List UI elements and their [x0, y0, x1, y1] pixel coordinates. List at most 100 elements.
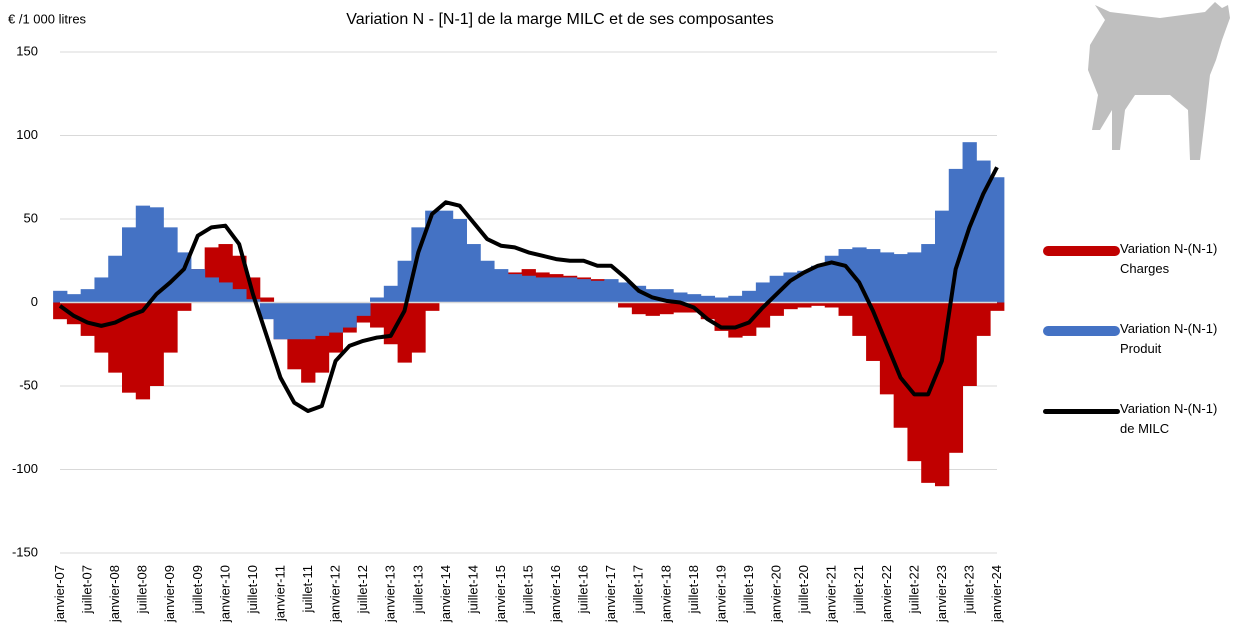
bar	[632, 303, 646, 315]
bar	[604, 279, 618, 302]
bar	[466, 244, 480, 302]
bar	[329, 303, 343, 333]
bar	[342, 303, 356, 328]
x-tick-label: janvier-09	[162, 565, 177, 623]
bar	[411, 303, 425, 353]
bar	[687, 294, 701, 302]
bar	[232, 289, 246, 302]
bar	[274, 303, 288, 340]
bar	[839, 303, 853, 316]
y-tick-label: -50	[19, 377, 38, 392]
bar	[53, 291, 67, 303]
bar	[522, 276, 536, 303]
bar	[770, 303, 784, 316]
bar	[549, 277, 563, 302]
x-tick-label: juillet-15	[521, 565, 536, 614]
x-tick-label: janvier-11	[272, 565, 287, 622]
bar	[370, 303, 384, 328]
x-tick-label: juillet-07	[80, 565, 95, 614]
bar	[728, 296, 742, 303]
bar	[108, 303, 122, 373]
bar	[108, 256, 122, 303]
x-tick-label: janvier-23	[934, 565, 949, 623]
x-tick-label: juillet-23	[961, 565, 976, 614]
x-tick-label: janvier-18	[658, 565, 673, 623]
legend-item: Variation N-(N-1) Charges	[1043, 243, 1235, 279]
bar	[494, 269, 508, 302]
bar	[205, 277, 219, 302]
bar	[480, 261, 494, 303]
bar	[894, 254, 908, 302]
bar	[218, 282, 232, 302]
bar	[742, 291, 756, 303]
bar	[81, 289, 95, 302]
bar	[907, 252, 921, 302]
x-tick-label: juillet-13	[410, 565, 425, 614]
bar	[990, 177, 1004, 302]
chart-title: Variation N - [N-1] de la marge MILC et …	[346, 11, 773, 28]
bar	[94, 277, 108, 302]
x-tick-label: janvier-20	[769, 565, 784, 623]
page: Variation N - [N-1] de la marge MILC et …	[0, 0, 1240, 644]
x-tick-label: janvier-13	[383, 565, 398, 623]
y-tick-label: 100	[16, 127, 38, 142]
x-tick-label: juillet-16	[576, 565, 591, 614]
x-tick-label: juillet-20	[796, 565, 811, 614]
bar	[880, 252, 894, 302]
bar	[301, 303, 315, 340]
bar	[191, 269, 205, 302]
bar	[287, 303, 301, 340]
bar	[67, 294, 81, 302]
bar	[136, 206, 150, 303]
x-tick-label: juillet-22	[906, 565, 921, 614]
x-tick-label: juillet-17	[631, 565, 646, 614]
x-tick-label: janvier-21	[824, 565, 839, 623]
bar	[439, 211, 453, 303]
bar	[315, 303, 329, 336]
x-tick-label: janvier-07	[52, 565, 67, 623]
bar	[659, 303, 673, 315]
bar	[508, 274, 522, 302]
y-tick-label: 0	[31, 294, 38, 309]
bar	[535, 277, 549, 302]
x-tick-label: juillet-11	[300, 565, 315, 613]
y-axis-label: € /1 000 litres	[8, 11, 87, 26]
x-tick-label: janvier-19	[713, 565, 728, 623]
x-tick-label: juillet-18	[686, 565, 701, 614]
x-tick-label: janvier-08	[107, 565, 122, 623]
bar	[591, 281, 605, 303]
x-tick-label: juillet-19	[741, 565, 756, 614]
bar	[384, 286, 398, 303]
x-tick-label: juillet-09	[190, 565, 205, 614]
legend-label: Variation N-(N-1) de MILC	[1120, 399, 1235, 439]
bar	[370, 297, 384, 302]
bar	[260, 297, 274, 302]
bar	[163, 227, 177, 302]
bar	[825, 303, 839, 308]
legend-swatch	[1043, 246, 1120, 256]
bar	[783, 303, 797, 310]
bar	[839, 249, 853, 302]
x-tick-label: juillet-10	[245, 565, 260, 614]
bar	[976, 303, 990, 336]
goat-icon	[1088, 2, 1230, 160]
bar	[852, 303, 866, 336]
x-tick-label: juillet-08	[135, 565, 150, 614]
legend-item: Variation N-(N-1) Produit	[1043, 323, 1235, 359]
x-tick-label: janvier-24	[989, 565, 1004, 623]
x-tick-label: juillet-21	[851, 565, 866, 614]
bar	[177, 303, 191, 311]
y-tick-label: -150	[12, 544, 38, 559]
bar	[990, 303, 1004, 311]
bar	[963, 303, 977, 387]
bar	[797, 303, 811, 308]
bar	[618, 282, 632, 302]
legend-swatch	[1043, 326, 1120, 336]
bar	[728, 303, 742, 338]
bar	[949, 169, 963, 303]
bar	[163, 303, 177, 353]
legend-label: Variation N-(N-1) Produit	[1120, 319, 1235, 359]
y-tick-label: 150	[16, 43, 38, 58]
y-tick-label: 50	[24, 210, 38, 225]
bar	[866, 249, 880, 302]
